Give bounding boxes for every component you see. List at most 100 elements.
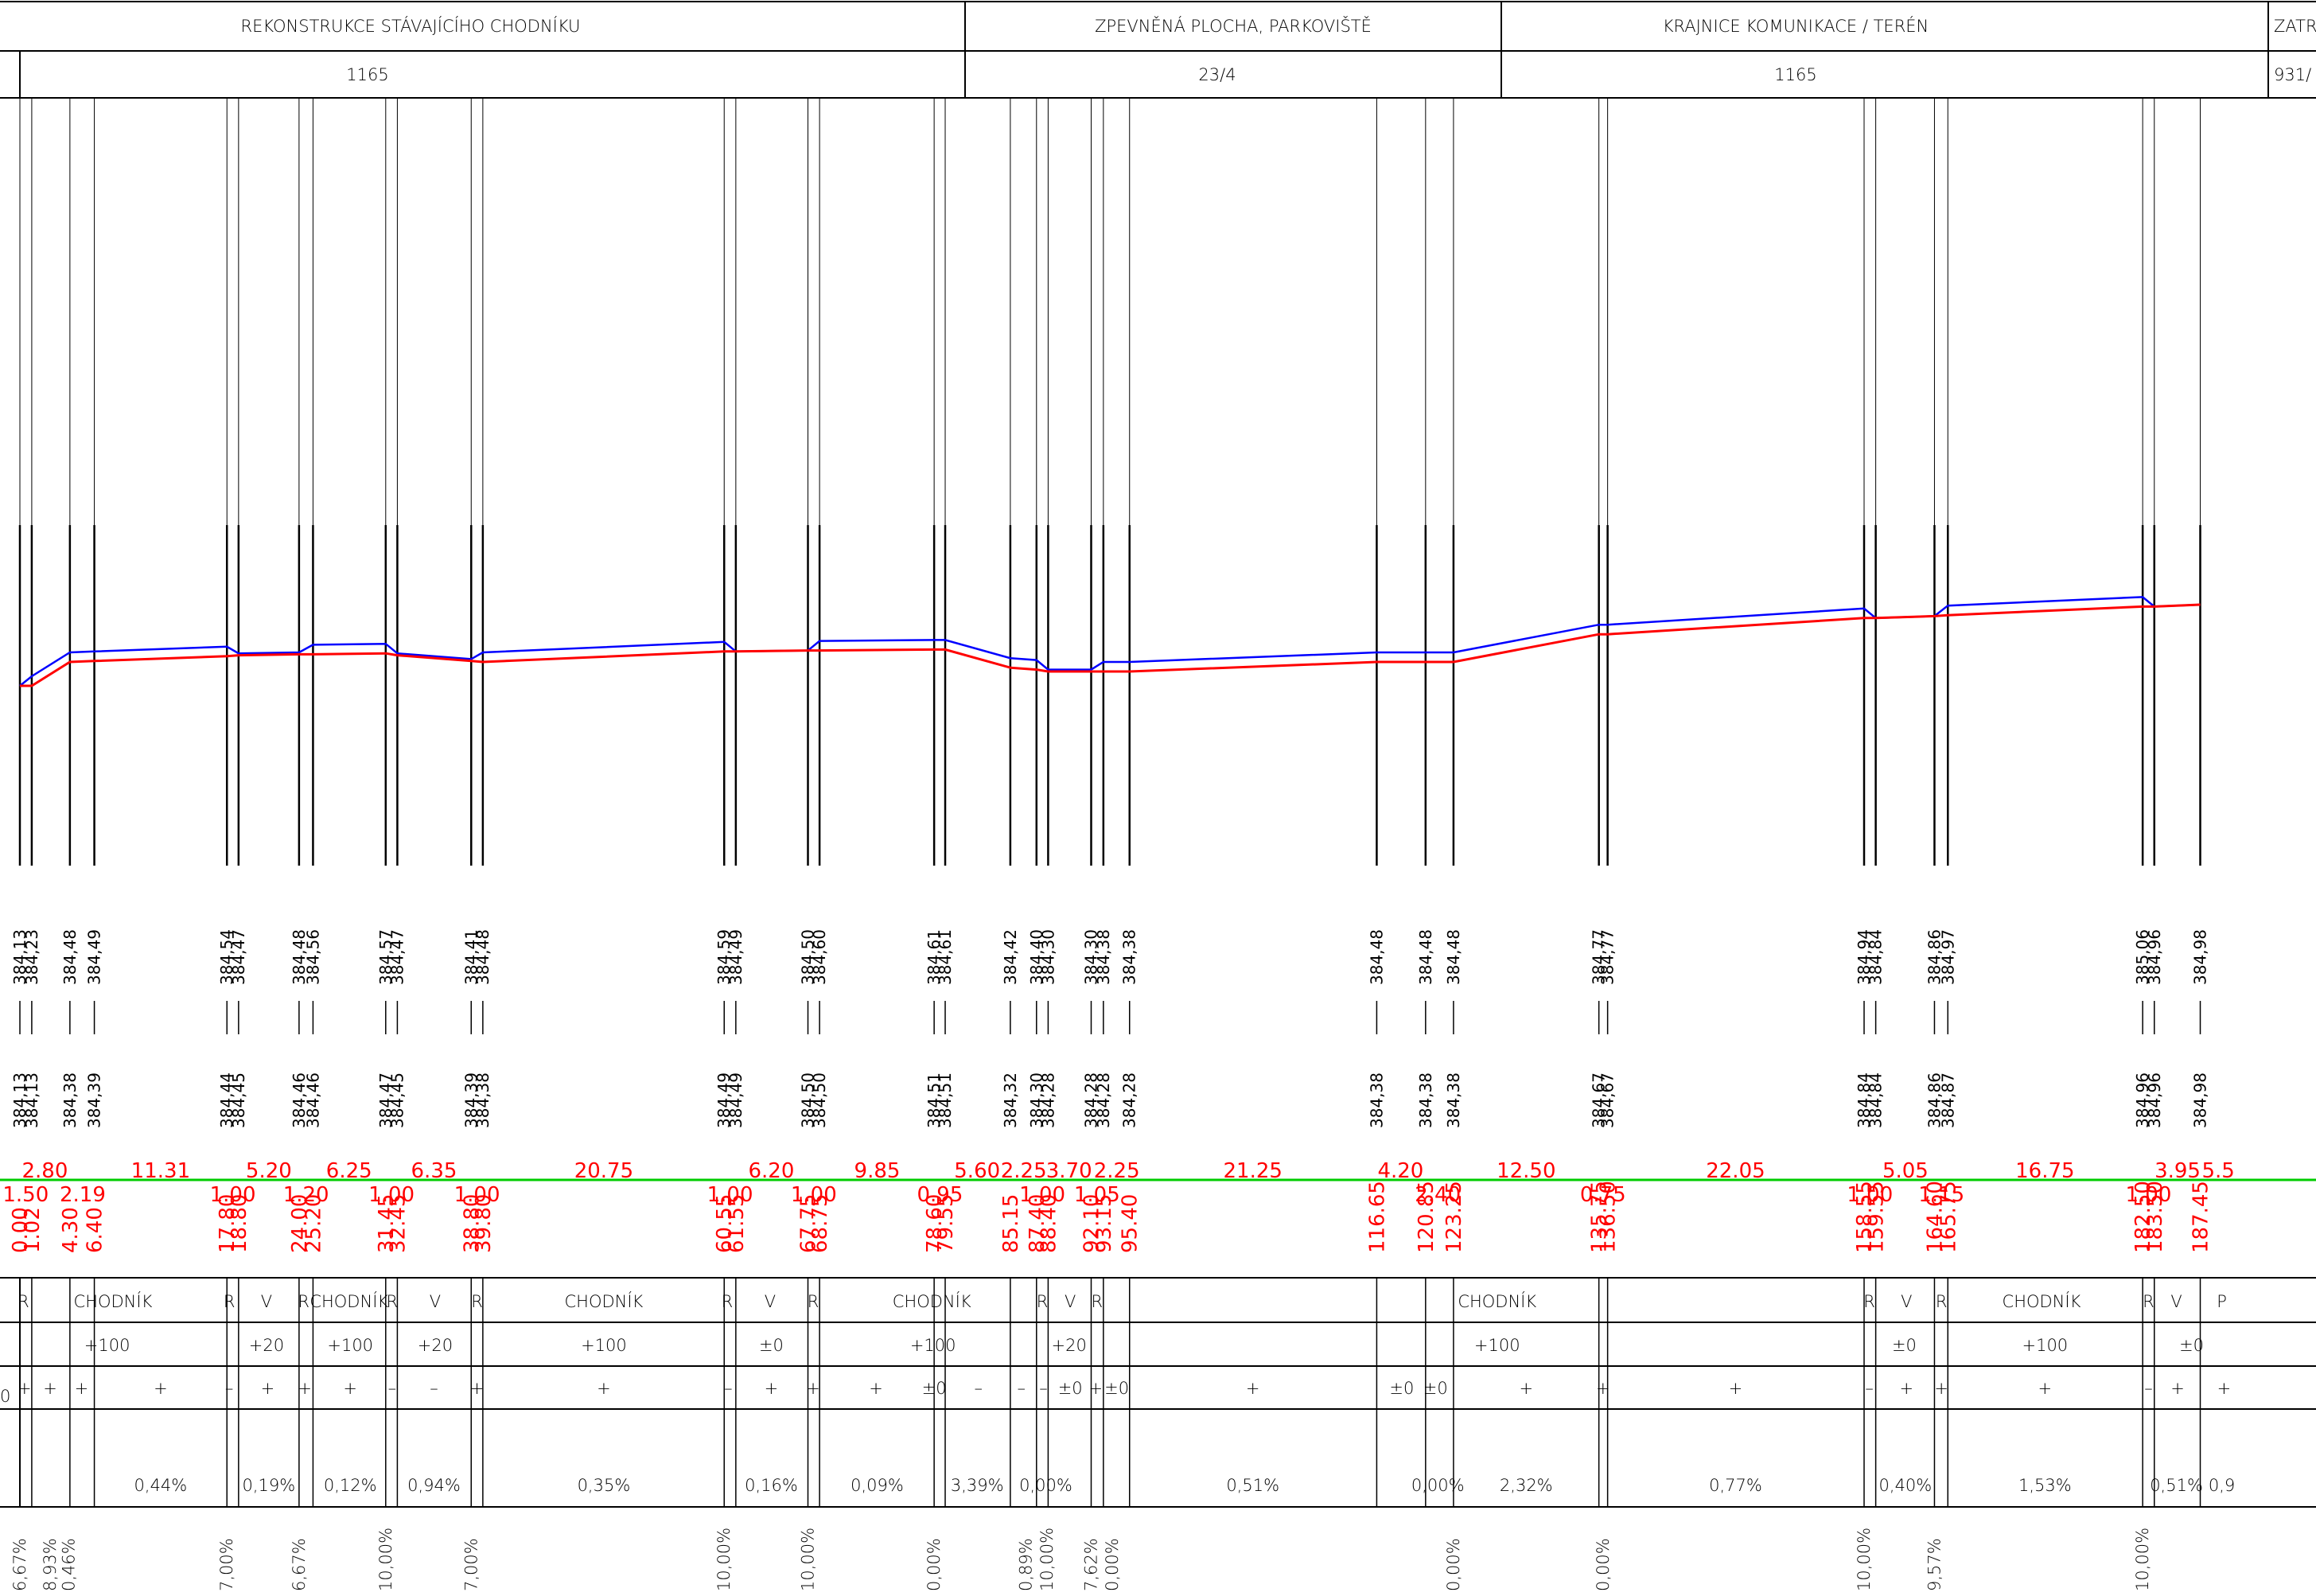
existing-elevation-label: 384,48: [473, 929, 492, 985]
surface-row1-label: V: [1901, 1292, 1912, 1311]
section-title-4: ZATR: [2274, 17, 2316, 36]
surface-row1-label: V: [430, 1292, 441, 1311]
surface-row3-label: –: [1039, 1379, 1048, 1398]
spacing-label-lower: 1.00: [210, 1183, 256, 1207]
profile-lines: [19, 596, 2201, 687]
surface-row4-label: 0,09%: [850, 1476, 904, 1495]
surface-row1-label: R: [18, 1292, 29, 1311]
station-label: 158.55: [1853, 1181, 1877, 1253]
surface-row3-label: +: [1089, 1379, 1104, 1398]
surface-row3-label: –: [1865, 1379, 1874, 1398]
cross-slope-label: 0,00%: [1594, 1538, 1613, 1591]
design-elevation-label: 384,49: [714, 1072, 734, 1128]
spacing-label-lower: 0.95: [917, 1183, 963, 1207]
design-elevation-label: 384,96: [2133, 1072, 2152, 1128]
design-elevation-label: 384,47: [376, 1072, 395, 1128]
station-label: 17.80: [216, 1194, 239, 1253]
existing-elevation-label: 384,42: [1001, 929, 1020, 985]
station-label: 61.55: [725, 1194, 749, 1253]
section-title-3: KRAJNICE KOMUNIKACE / TERÉN: [1663, 16, 1929, 36]
existing-elevation-label: 384,96: [2145, 929, 2164, 985]
spacing-label: 3.70: [1046, 1159, 1092, 1183]
spacing-label: 6.20: [749, 1159, 795, 1183]
surface-row3-label: +: [1934, 1379, 1948, 1398]
spacing-label: 2.80: [21, 1159, 68, 1183]
surface-row2-label: +20: [1052, 1336, 1087, 1355]
design-elevation-label: 384,28: [1120, 1072, 1139, 1128]
design-elevation-label: 384,32: [1001, 1072, 1020, 1128]
surface-row1-label: R: [1092, 1292, 1104, 1311]
surface-row3-label: +: [154, 1379, 168, 1398]
spacing-label-lower: 1.00: [1847, 1183, 1893, 1207]
elevation-tick-marks: [19, 1001, 2201, 1034]
existing-elevation-label: 384,94: [1855, 929, 1874, 985]
design-elevation-label: 384,98: [2191, 1072, 2210, 1128]
existing-elevation-label: 384,77: [1598, 929, 1617, 985]
existing-elevation-label: 384,48: [1367, 929, 1386, 985]
design-profile-line: [20, 603, 2201, 687]
surface-row3-label: +: [18, 1379, 32, 1398]
station-label: 123.25: [1442, 1181, 1466, 1253]
station-label: 0.00: [9, 1207, 33, 1253]
station-label: 39.80: [472, 1194, 496, 1253]
design-elevation-label: 384,51: [924, 1072, 944, 1128]
spacing-label: 11.31: [131, 1159, 190, 1183]
surface-row2-label: ±0: [2179, 1336, 2204, 1355]
design-elevation-label: 384,84: [1866, 1072, 1886, 1128]
surface-row2-label: +20: [418, 1336, 453, 1355]
station-label: 182.50: [2131, 1181, 2155, 1253]
row-marker: 0: [0, 1387, 10, 1406]
surface-row3-label: +: [75, 1379, 89, 1398]
surface-row3-label: +: [43, 1379, 57, 1398]
surface-row3-label: +: [1519, 1379, 1533, 1398]
surface-row3-label: –: [1018, 1379, 1026, 1398]
surface-row2-label: +100: [327, 1336, 373, 1355]
existing-elevation-label: 384,84: [1866, 929, 1886, 985]
design-elevation-label: 384,39: [461, 1072, 481, 1128]
existing-elevation-label: 384,86: [1925, 929, 1944, 985]
station-label: 38.80: [460, 1194, 484, 1253]
surface-row3-label: –: [388, 1379, 397, 1398]
spacing-label-lower: 2.40: [1415, 1183, 1461, 1207]
station-label: 32.45: [386, 1194, 410, 1253]
surface-row1-label: V: [1065, 1292, 1076, 1311]
surface-row4-label: 0,00%: [1019, 1476, 1072, 1495]
spacing-label-lower: 1.05: [1074, 1183, 1120, 1207]
existing-elevation-label: 384,77: [1590, 929, 1609, 985]
surface-row3-label: +: [1596, 1379, 1610, 1398]
existing-elevation-label: 384,30: [1038, 929, 1057, 985]
design-elevation-label: 384,28: [1082, 1072, 1101, 1128]
spacing-label-lower: 1.00: [791, 1183, 837, 1207]
surface-row3-label: +: [597, 1379, 611, 1398]
spacing-label: 21.25: [1224, 1159, 1283, 1183]
station-label: 92.10: [1080, 1194, 1104, 1253]
surface-row3-label: +: [1900, 1379, 1914, 1398]
section-parcel-4: 931/: [2274, 65, 2311, 84]
design-elevation-label: 384,87: [1938, 1072, 1957, 1128]
surface-row1-label: V: [2170, 1292, 2182, 1311]
cross-slope-label: 7,62%: [1082, 1538, 1101, 1591]
surface-row2-label: +100: [1474, 1336, 1520, 1355]
surface-row4-label: 0,12%: [324, 1476, 377, 1495]
surface-row3-label: +: [343, 1379, 357, 1398]
header-table: REKONSTRUKCE STÁVAJÍCÍHO CHODNÍKU ZPEVNĚ…: [0, 1, 2316, 99]
surface-row3-label: –: [430, 1379, 438, 1398]
surface-row3-label: ±0: [1423, 1379, 1448, 1398]
spacing-label: 5.05: [1882, 1159, 1929, 1183]
station-label: 24.00: [288, 1194, 312, 1253]
surface-row1-label: CHODNÍK: [2003, 1291, 2081, 1311]
cross-slope-label: 7,00%: [461, 1538, 481, 1591]
surface-row3-label: ±0: [1058, 1379, 1083, 1398]
cross-slope-label: 10,00%: [1855, 1528, 1874, 1591]
design-elevation-label: 384,13: [10, 1072, 29, 1128]
existing-elevation-label: 384,40: [1027, 929, 1046, 985]
existing-elevation-label: 384,54: [217, 929, 236, 985]
cross-slope-label: 8,93%: [41, 1538, 60, 1591]
existing-elevation-label: 384,60: [810, 929, 829, 985]
surface-row2-label: +20: [249, 1336, 284, 1355]
surface-row1-label: R: [298, 1292, 309, 1311]
existing-elevation-label: 384,30: [1082, 929, 1101, 985]
cross-slope-label: 10,00%: [1037, 1528, 1057, 1591]
